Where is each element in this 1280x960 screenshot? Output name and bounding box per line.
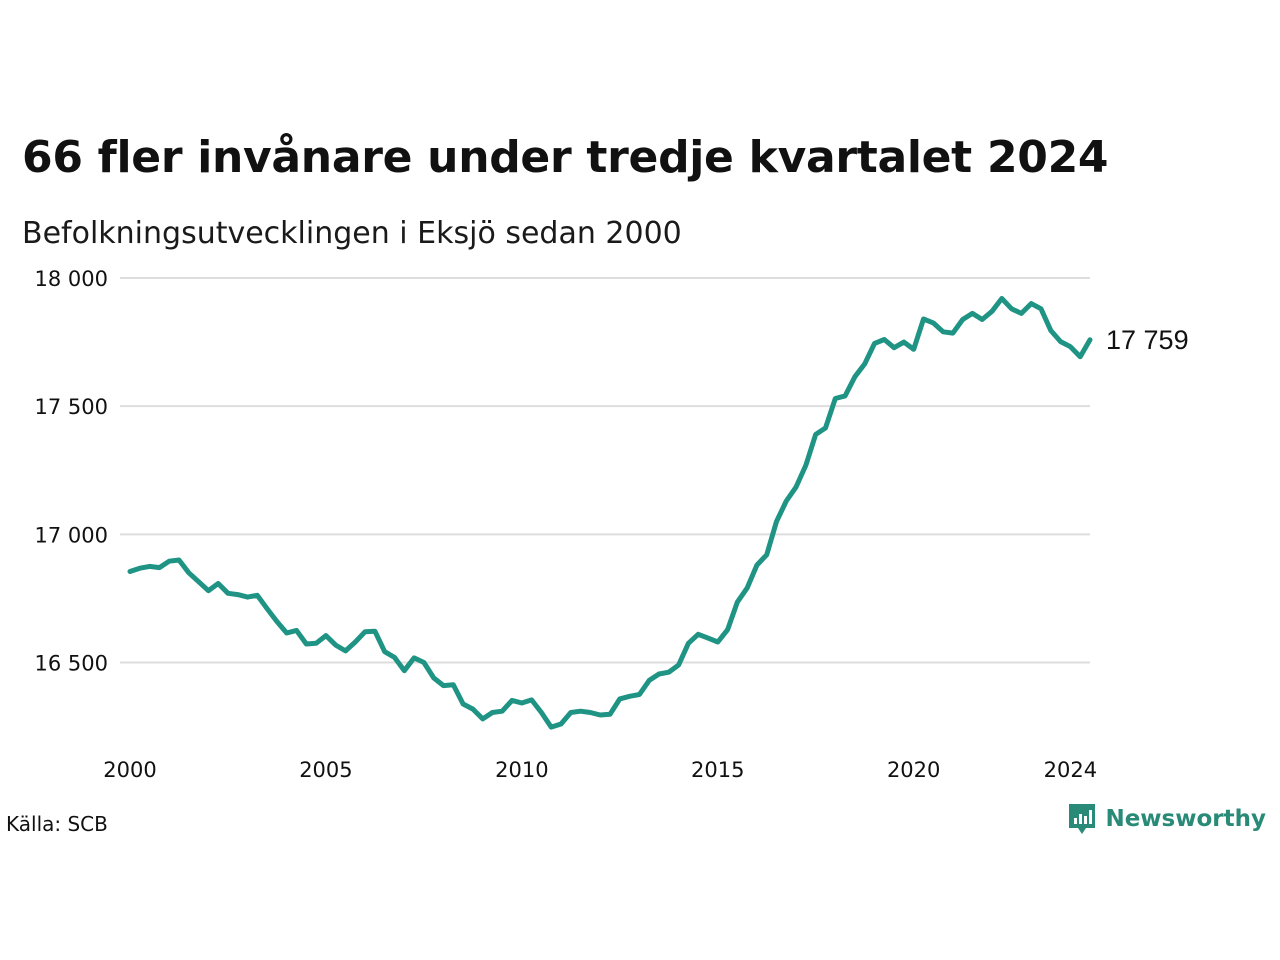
- series-layer: [127, 296, 1093, 730]
- brand-logo: Newsworthy: [1067, 802, 1266, 836]
- end-value-label: 17 759: [1106, 325, 1189, 355]
- y-tick-label: 17 000: [35, 523, 108, 547]
- chart-title: 66 fler invånare under tredje kvartalet …: [22, 132, 1109, 183]
- y-axis-tick-labels: 16 500 17 000 17 500 18 000: [35, 267, 108, 675]
- newsworthy-logo-icon: [1069, 804, 1096, 834]
- y-tick-label: 16 500: [35, 651, 108, 675]
- series-line: [127, 296, 1093, 730]
- x-axis-tick-labels: 2000 2005 2010 2015 2020 2024: [103, 758, 1097, 782]
- x-tick-label: 2020: [887, 758, 940, 782]
- grid-lines: [120, 277, 1090, 664]
- x-tick-label: 2010: [495, 758, 548, 782]
- x-tick-label: 2005: [299, 758, 352, 782]
- y-tick-label: 18 000: [35, 267, 108, 291]
- source-note: Källa: SCB: [6, 812, 108, 836]
- x-tick-label: 2024: [1044, 758, 1097, 782]
- brand-name: Newsworthy: [1105, 806, 1266, 832]
- x-tick-label: 2015: [691, 758, 744, 782]
- chart-subtitle: Befolkningsutvecklingen i Eksjö sedan 20…: [22, 216, 682, 251]
- x-tick-label: 2000: [103, 758, 156, 782]
- y-tick-label: 17 500: [35, 395, 108, 419]
- end-label-layer: 17 759: [1106, 325, 1189, 355]
